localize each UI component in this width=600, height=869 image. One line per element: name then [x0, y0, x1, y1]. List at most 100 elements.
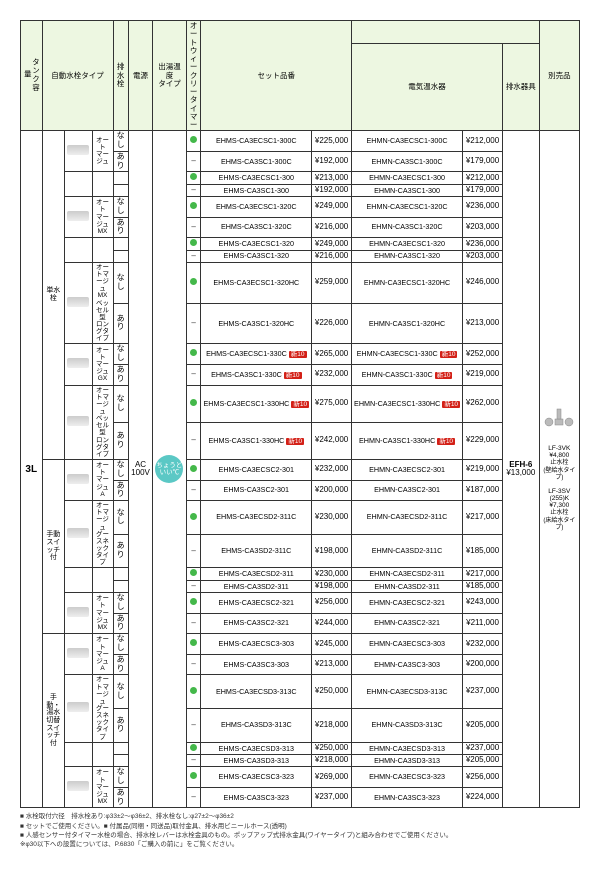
row-29-heat-price: ¥224,000: [463, 787, 503, 808]
new-badge: 新10: [437, 438, 455, 445]
row-9-timer: –: [186, 303, 201, 344]
row-22-timer: [186, 634, 201, 655]
sub-2-0-icon: [65, 634, 92, 675]
row-15-timer: –: [186, 480, 201, 501]
row-18-heat-price: ¥217,000: [463, 568, 503, 581]
row-2-set-price: ¥213,000: [312, 172, 352, 185]
drain-fitting-price: ¥13,000: [506, 468, 535, 477]
row-22-set-sku: EHMS-CA3ECSC3-303: [201, 634, 312, 655]
sub-1-3-icon: [65, 593, 92, 634]
timer-dot-icon: [190, 239, 197, 246]
row-14-heat-price: ¥219,000: [463, 459, 503, 480]
temp-badge-icon: ちょうどいい℃: [155, 455, 183, 483]
row-16-heat-sku: EHMN-CA3ECSD2-311C: [352, 501, 463, 535]
row-9-heat-sku: EHMN-CA3SC1-320HC: [352, 303, 463, 344]
row-8-timer: [186, 262, 201, 303]
tank-capacity: 3L: [21, 131, 43, 808]
row-21-timer: –: [186, 613, 201, 634]
row-9-drain: あり: [113, 303, 128, 344]
row-26-timer: [186, 742, 201, 755]
row-14-timer: [186, 459, 201, 480]
row-28-timer: [186, 767, 201, 788]
row-23-heat-sku: EHMN-CA3SC3-303: [352, 654, 463, 675]
row-21-set-price: ¥244,000: [312, 613, 352, 634]
row-21-heat-sku: EHMN-CA3SC2-321: [352, 613, 463, 634]
row-15-set-sku: EHMS-CA3SC2-301: [201, 480, 312, 501]
sub-1-2-label: [92, 568, 113, 593]
row-10-heat-sku: EHMN-CA3ECSC1-330C新10: [352, 344, 463, 365]
row-2-set-sku: EHMS-CA3ECSC1-300: [201, 172, 312, 185]
sub-0-1-label: [92, 172, 113, 197]
timer-dot-icon: [190, 278, 197, 285]
timer-dot-icon: [190, 465, 197, 472]
row-0-drain: なし: [113, 131, 128, 152]
row-10-drain: なし: [113, 344, 128, 365]
row-20-timer: [186, 593, 201, 614]
timer-dot-icon: [190, 744, 197, 751]
row-15-set-price: ¥200,000: [312, 480, 352, 501]
row-19-set-sku: EHMS-CA3SD2-311: [201, 581, 312, 593]
sub-1-0-icon: [65, 459, 92, 500]
timer-dash-icon: –: [191, 318, 195, 327]
row-11-set-sku: EHMS-CA3SC1-330C新10: [201, 364, 312, 385]
row-14-set-sku: EHMS-CA3ECSC2-301: [201, 459, 312, 480]
hdr-set: セット品番: [201, 21, 352, 131]
timer-dash-icon: –: [191, 546, 195, 555]
row-16-timer: [186, 501, 201, 535]
row-5-set-price: ¥216,000: [312, 217, 352, 238]
sub-0-2-icon: [65, 197, 92, 238]
row-19-drain: [113, 581, 128, 593]
row-5-drain: あり: [113, 217, 128, 238]
hdr-blank: [352, 21, 540, 44]
sub-2-3-icon: [65, 767, 92, 808]
footnote-3: ※φ30以下への設置については、P.6830「ご購入の前に」をご覧ください。: [20, 840, 580, 849]
row-10-set-price: ¥265,000: [312, 344, 352, 365]
row-3-heat-price: ¥179,000: [463, 185, 503, 197]
row-9-set-sku: EHMS-CA3SC1-320HC: [201, 303, 312, 344]
row-14-drain: なし: [113, 459, 128, 480]
row-1-set-price: ¥192,000: [312, 151, 352, 172]
row-14-set-price: ¥232,000: [312, 459, 352, 480]
row-11-heat-sku: EHMN-CA3SC1-330C新10: [352, 364, 463, 385]
timer-dash-icon: –: [191, 755, 195, 764]
row-11-set-price: ¥232,000: [312, 364, 352, 385]
timer-dot-icon: [190, 349, 197, 356]
row-19-timer: –: [186, 581, 201, 593]
row-6-heat-price: ¥236,000: [463, 238, 503, 251]
row-8-drain: なし: [113, 262, 128, 303]
timer-dash-icon: –: [191, 251, 195, 260]
row-22-heat-price: ¥232,000: [463, 634, 503, 655]
sub-0-3-label: [92, 238, 113, 263]
separate-items: LF-3VK¥4,800止水栓(壁給水タイプ)LF-3SV(255)K¥7,30…: [539, 131, 579, 808]
row-3-set-sku: EHMS-CA3SC1-300: [201, 185, 312, 197]
new-badge: 新10: [284, 372, 302, 379]
sub-1-1-label: オートマージュグースネックタイプ: [92, 501, 113, 568]
row-27-set-sku: EHMS-CA3SD3-313: [201, 755, 312, 767]
drain-fitting-model: EFH-6: [509, 460, 532, 469]
sub-2-0-label: オートマージュA: [92, 634, 113, 675]
new-badge: 新10: [289, 351, 307, 358]
sub-0-4-icon: [65, 262, 92, 344]
row-8-set-price: ¥259,000: [312, 262, 352, 303]
row-17-heat-sku: EHMN-CA3SD2-311C: [352, 534, 463, 568]
timer-dash-icon: –: [191, 222, 195, 231]
row-22-heat-sku: EHMN-CA3ECSC3-303: [352, 634, 463, 655]
row-12-drain: なし: [113, 385, 128, 422]
product-spec-table: タンク容量自動水栓タイプ排水栓電源出湯温度タイプオートウィークリータイマーセット…: [20, 20, 580, 808]
row-13-heat-sku: EHMN-CA3SC1-330HC新10: [352, 422, 463, 459]
row-7-timer: –: [186, 251, 201, 263]
row-27-heat-sku: EHMN-CA3SD3-313: [352, 755, 463, 767]
new-badge: 新10: [286, 438, 304, 445]
separate-item-0: LF-3VK¥4,800止水栓(壁給水タイプ): [542, 445, 577, 482]
row-20-set-sku: EHMS-CA3ECSC2-321: [201, 593, 312, 614]
row-12-timer: [186, 385, 201, 422]
faucet-icon: [67, 416, 89, 426]
sub-0-6-label: オートマージュベッセル型ロングタイプ: [92, 385, 113, 459]
row-29-set-price: ¥237,000: [312, 787, 352, 808]
hdr-power: 電源: [128, 21, 153, 131]
row-10-timer: [186, 344, 201, 365]
row-8-heat-sku: EHMN-CA3ECSC1-320HC: [352, 262, 463, 303]
row-11-timer: –: [186, 364, 201, 385]
row-17-set-sku: EHMS-CA3SD2-311C: [201, 534, 312, 568]
timer-dash-icon: –: [191, 369, 195, 378]
